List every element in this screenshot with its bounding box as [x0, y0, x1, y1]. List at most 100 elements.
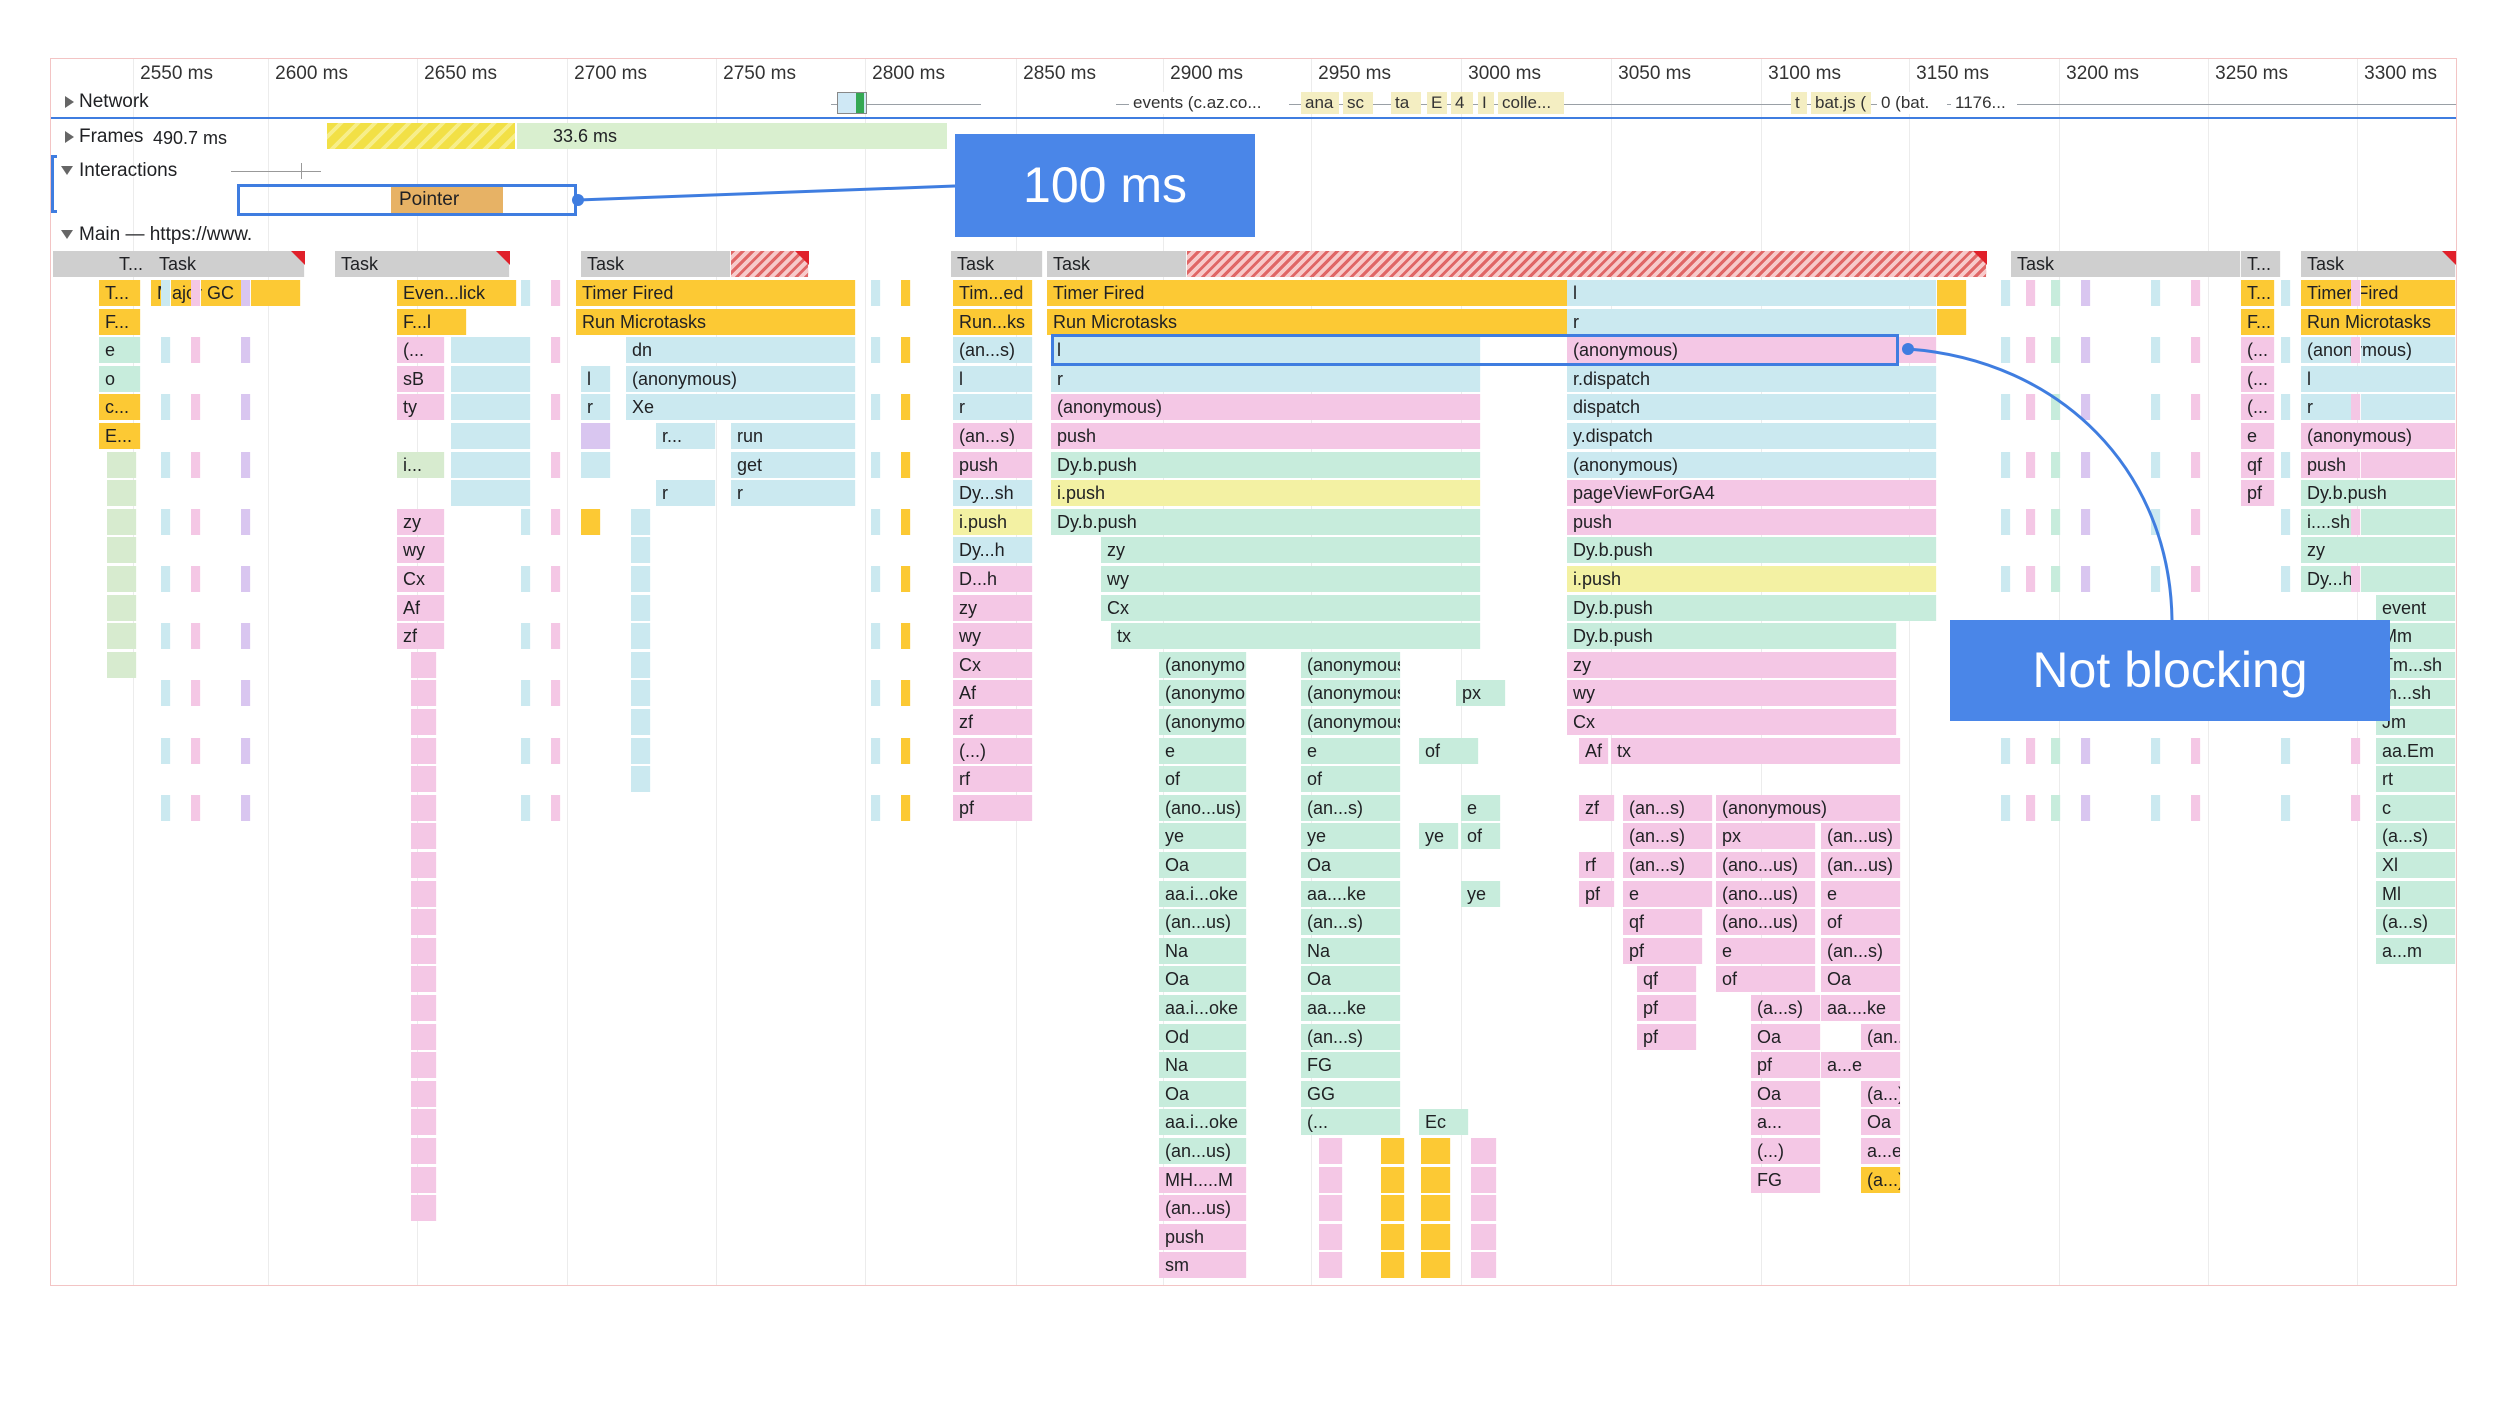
- flame-call[interactable]: Oa: [1301, 852, 1401, 878]
- flame-call[interactable]: [1471, 1252, 1497, 1279]
- flame-call[interactable]: T...: [99, 280, 141, 306]
- flame-call[interactable]: F...: [2241, 308, 2275, 335]
- flame-call[interactable]: [2081, 737, 2091, 764]
- flame-call[interactable]: Dy.b.push: [2301, 480, 2456, 507]
- flame-call[interactable]: zy: [1101, 537, 1481, 564]
- flame-call[interactable]: event: [2376, 594, 2456, 621]
- flame-call[interactable]: [521, 394, 531, 421]
- flame-call[interactable]: [107, 566, 137, 592]
- flame-call[interactable]: (an...s): [1623, 852, 1713, 878]
- flame-call[interactable]: aa.i...oke: [1159, 995, 1247, 1021]
- flame-call[interactable]: [1471, 1195, 1497, 1222]
- flame-call[interactable]: [871, 680, 881, 707]
- flame-call[interactable]: [2081, 337, 2091, 364]
- flame-call[interactable]: (anonymous): [1159, 651, 1247, 678]
- flame-call[interactable]: i....sh: [2301, 508, 2456, 535]
- flame-call[interactable]: [241, 280, 251, 306]
- flame-call[interactable]: [2281, 508, 2291, 535]
- flame-call[interactable]: Oa: [1751, 1080, 1821, 1107]
- network-request[interactable]: 1176...: [1951, 92, 2017, 114]
- task-bar[interactable]: Task: [1047, 251, 1187, 277]
- flame-call[interactable]: pf: [1579, 880, 1615, 907]
- flame-call[interactable]: FG: [1301, 1052, 1401, 1079]
- flame-call[interactable]: Oa: [1861, 1109, 1901, 1136]
- flame-call[interactable]: Na: [1159, 937, 1247, 964]
- flame-call[interactable]: (a...s): [2376, 909, 2456, 936]
- flame-call[interactable]: (an...us): [1821, 823, 1901, 850]
- flame-call[interactable]: Cx: [953, 651, 1033, 678]
- flame-call[interactable]: [521, 280, 531, 306]
- flame-call[interactable]: [2081, 280, 2091, 306]
- flame-call[interactable]: [2281, 737, 2291, 764]
- flame-call[interactable]: r: [1567, 308, 1937, 335]
- flame-call[interactable]: sm: [1159, 1252, 1247, 1279]
- frame-block[interactable]: [517, 123, 947, 149]
- flame-call[interactable]: [2051, 508, 2061, 535]
- flame-call[interactable]: (an...s): [1861, 1023, 1901, 1050]
- flame-call[interactable]: [901, 451, 911, 478]
- flame-call[interactable]: [2026, 451, 2036, 478]
- flame-call[interactable]: (an...s): [953, 337, 1033, 364]
- flame-call[interactable]: [521, 508, 531, 535]
- flame-call[interactable]: pf: [1637, 1023, 1697, 1050]
- flame-call[interactable]: GG: [1301, 1080, 1401, 1107]
- flame-call[interactable]: push: [1051, 423, 1481, 449]
- flame-call[interactable]: [2281, 566, 2291, 592]
- flame-call[interactable]: [901, 794, 911, 821]
- flame-call[interactable]: [161, 794, 171, 821]
- collapse-interactions-icon[interactable]: [61, 166, 73, 175]
- flame-call[interactable]: (anonymous): [2301, 337, 2456, 364]
- flame-call[interactable]: c...: [99, 394, 141, 421]
- flame-call[interactable]: Timer Fired: [576, 280, 856, 306]
- flame-call[interactable]: [551, 794, 561, 821]
- flame-call[interactable]: (anonymous): [1301, 651, 1401, 678]
- flame-call[interactable]: [191, 337, 201, 364]
- network-request[interactable]: 0 (bat.: [1877, 92, 1947, 114]
- flame-call[interactable]: (a...s): [1751, 995, 1821, 1021]
- flame-call[interactable]: [2026, 737, 2036, 764]
- flame-call[interactable]: push: [1159, 1223, 1247, 1250]
- flame-call[interactable]: Oa: [1159, 852, 1247, 878]
- flame-call[interactable]: [871, 566, 881, 592]
- flame-call[interactable]: of: [1821, 909, 1901, 936]
- flame-call[interactable]: push: [1567, 508, 1937, 535]
- flame-call[interactable]: [107, 651, 137, 678]
- flame-call[interactable]: (anonymous): [1301, 680, 1401, 707]
- flame-call[interactable]: [2151, 337, 2161, 364]
- flame-call[interactable]: of: [1419, 737, 1479, 764]
- flame-call[interactable]: (an...s): [1301, 909, 1401, 936]
- flame-call[interactable]: (ano...us): [1716, 852, 1816, 878]
- flame-call[interactable]: [871, 508, 881, 535]
- flame-call[interactable]: (an...s): [1623, 794, 1713, 821]
- network-request[interactable]: sc: [1343, 92, 1373, 114]
- flame-call[interactable]: [1319, 1195, 1343, 1222]
- flame-call[interactable]: y.dispatch: [1567, 423, 1937, 449]
- flame-call[interactable]: o: [99, 365, 141, 392]
- flame-call[interactable]: [411, 1195, 437, 1222]
- flame-call[interactable]: [2191, 451, 2201, 478]
- flame-call[interactable]: [901, 394, 911, 421]
- expand-frames-icon[interactable]: [65, 131, 74, 143]
- task-bar[interactable]: Task: [2301, 251, 2456, 277]
- task-bar[interactable]: Task: [335, 251, 510, 277]
- flame-call[interactable]: of: [1716, 966, 1816, 993]
- flame-call[interactable]: e: [2241, 423, 2275, 449]
- flame-call[interactable]: qf: [2241, 451, 2275, 478]
- flame-call[interactable]: i.push: [1051, 480, 1481, 507]
- flame-call[interactable]: [241, 566, 251, 592]
- flame-call[interactable]: aa....ke: [1301, 995, 1401, 1021]
- flame-call[interactable]: [411, 680, 437, 707]
- flame-call[interactable]: aa.Em: [2376, 737, 2456, 764]
- flame-call[interactable]: [241, 451, 251, 478]
- flame-call[interactable]: (an...us): [1159, 909, 1247, 936]
- flame-call[interactable]: [2026, 394, 2036, 421]
- flame-call[interactable]: (anonymous): [2301, 423, 2456, 449]
- flame-call[interactable]: [2001, 794, 2011, 821]
- flame-call[interactable]: [2191, 737, 2201, 764]
- flame-call[interactable]: [1471, 1166, 1497, 1193]
- flame-call[interactable]: [161, 737, 171, 764]
- flame-call[interactable]: [551, 508, 561, 535]
- flame-call[interactable]: Dy.b.push: [1567, 537, 1937, 564]
- flame-call[interactable]: (an...s): [1301, 794, 1401, 821]
- flame-call[interactable]: (an...s): [1821, 937, 1901, 964]
